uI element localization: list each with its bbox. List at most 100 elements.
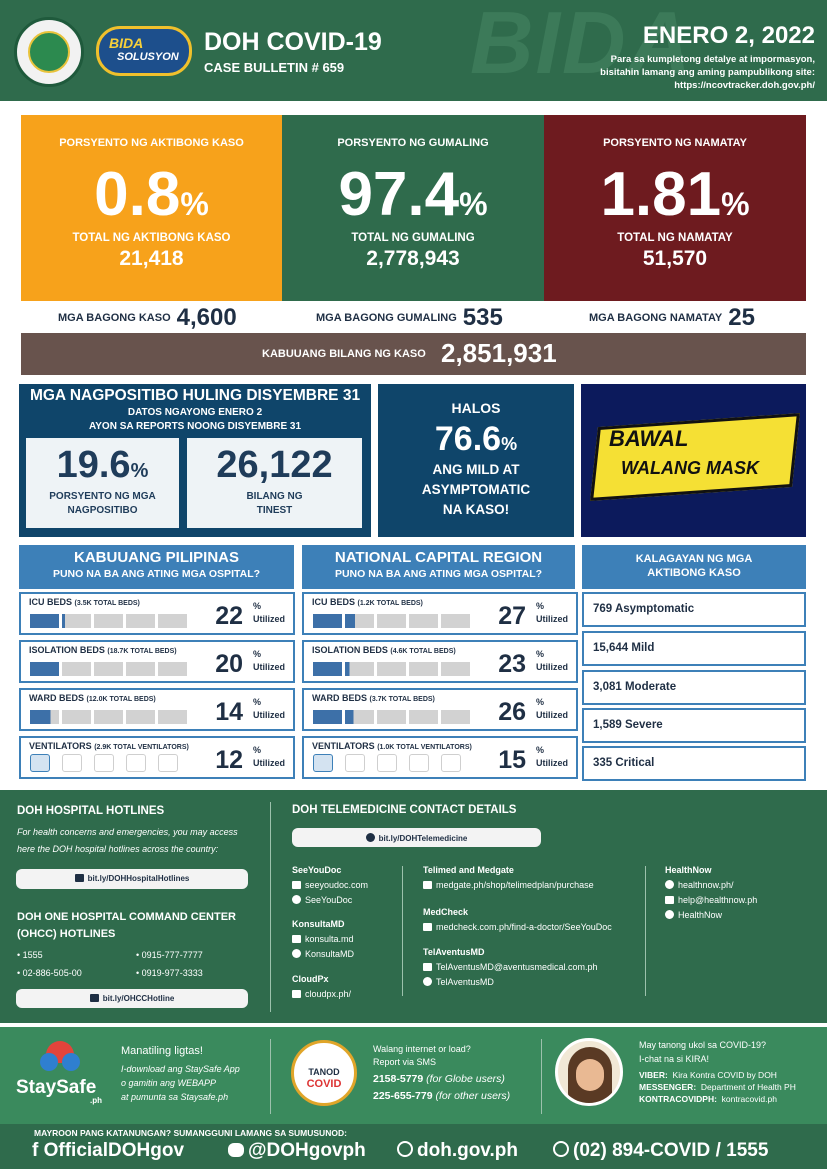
bed-utilization-value: 26 bbox=[498, 698, 526, 726]
died-total-label: TOTAL NG NAMATAY bbox=[617, 232, 733, 244]
telimed-site[interactable]: medgate.ph/shop/telimedplan/purchase bbox=[423, 880, 594, 890]
tested-count: 26,122 bbox=[216, 444, 333, 486]
ventilator-icon bbox=[126, 754, 146, 772]
bida-solusyon-logo: BIDA SOLUSYON bbox=[96, 26, 192, 76]
staysafe-line3: at pumunta sa Staysafe.ph bbox=[121, 1092, 229, 1102]
ventilator-icon bbox=[441, 754, 461, 772]
divider bbox=[270, 1039, 271, 1114]
bed-bar-segment bbox=[62, 662, 91, 676]
healthnow-messenger[interactable]: HealthNow bbox=[665, 910, 722, 920]
ventilator-icon bbox=[30, 754, 50, 772]
bulletin-date: ENERO 2, 2022 bbox=[642, 22, 815, 49]
bed-utilization-value: 15 bbox=[498, 746, 526, 774]
konsulta-messenger[interactable]: KonsultaMD bbox=[292, 949, 354, 959]
mail-icon bbox=[423, 963, 432, 971]
doh-seal-icon bbox=[14, 17, 84, 87]
mild-halos: HALOS bbox=[451, 400, 501, 416]
bed-bar-segment bbox=[345, 662, 374, 676]
telaventus-messenger[interactable]: TelAventusMD bbox=[423, 977, 494, 987]
footer-facebook[interactable]: f OfficialDOHgov bbox=[32, 1140, 185, 1161]
info-url[interactable]: https://ncovtracker.doh.gov.ph/ bbox=[674, 80, 815, 91]
bed-bar-segment bbox=[345, 710, 374, 724]
bed-label: ISOLATION BEDS (18.7K TOTAL BEDS) bbox=[29, 645, 177, 655]
bed-label: ISOLATION BEDS (4.6K TOTAL BEDS) bbox=[312, 645, 456, 655]
bed-bar-segment bbox=[126, 662, 155, 676]
ohcc-link[interactable]: bit.ly/OHCCHotline bbox=[16, 989, 248, 1008]
globe-icon bbox=[397, 1141, 413, 1157]
bed-label: WARD BEDS (12.0K TOTAL BEDS) bbox=[29, 693, 156, 703]
tanod-globe-number[interactable]: 2158-5779 (for Globe users) bbox=[373, 1073, 505, 1085]
messenger-icon bbox=[423, 977, 432, 986]
ncr-bed-row: ICU BEDS (1.2K TOTAL BEDS) 27 % Utilized bbox=[302, 592, 578, 635]
cloudpx-site[interactable]: cloudpx.ph/ bbox=[292, 989, 351, 999]
ohcc-title1: DOH ONE HOSPITAL COMMAND CENTER bbox=[17, 911, 236, 923]
ph-bed-row: ICU BEDS (3.5K TOTAL BEDS) 22 % Utilized bbox=[19, 592, 295, 635]
recovered-card: PORSYENTO NG GUMALING 97.4% TOTAL NG GUM… bbox=[282, 115, 544, 301]
ventilator-icon bbox=[62, 754, 82, 772]
mild-percent: 76.6% bbox=[434, 420, 518, 458]
page-title: DOH COVID-19 bbox=[204, 28, 382, 56]
seeyoudoc-messenger[interactable]: SeeYouDoc bbox=[292, 895, 352, 905]
active-total: 21,418 bbox=[119, 247, 184, 270]
mild-line2: ASYMPTOMATIC bbox=[421, 482, 531, 497]
header-background-word: BIDA bbox=[470, 0, 694, 92]
bulletin-number: CASE BULLETIN # 659 bbox=[204, 60, 345, 75]
bed-utilized-label: % Utilized bbox=[535, 745, 568, 768]
tanod-other-number[interactable]: 225-655-779 (for other users) bbox=[373, 1090, 511, 1102]
status-title2: AKTIBONG KASO bbox=[647, 567, 741, 579]
hotlines-link[interactable]: bit.ly/DOHHospitalHotlines bbox=[16, 869, 248, 889]
phone-icon bbox=[74, 874, 84, 882]
recovered-total: 2,778,943 bbox=[366, 247, 460, 270]
bed-bar-segment bbox=[441, 614, 470, 628]
kira-viber[interactable]: VIBER: Kira Kontra COVID by DOH bbox=[639, 1070, 777, 1080]
telaventus-email[interactable]: TelAventusMD@aventusmedical.com.ph bbox=[423, 962, 598, 972]
bed-bar-segment bbox=[345, 614, 374, 628]
ohcc-number: • 1555 bbox=[17, 950, 43, 960]
footer-website[interactable]: doh.gov.ph bbox=[397, 1140, 518, 1162]
positivity-rate-label2: NAGPOSITIBO bbox=[67, 505, 138, 516]
bed-bar-segment bbox=[313, 614, 342, 628]
bed-bar-segment bbox=[158, 662, 187, 676]
staysafe-house-icon bbox=[38, 1041, 82, 1077]
kira-messenger[interactable]: MESSENGER: Department of Health PH bbox=[639, 1082, 796, 1092]
healthnow-email[interactable]: help@healthnow.ph bbox=[665, 895, 757, 905]
bed-bar-segment bbox=[126, 710, 155, 724]
died-label: PORSYENTO NG NAMATAY bbox=[603, 137, 747, 149]
footer-phone[interactable]: (02) 894-COVID / 1555 bbox=[553, 1140, 768, 1162]
messenger-icon bbox=[665, 910, 674, 919]
konsulta-site[interactable]: konsulta.md bbox=[292, 934, 354, 944]
info-line1: Para sa kumpletong detalye at impormasyo… bbox=[610, 54, 815, 65]
bed-bar-segment bbox=[441, 662, 470, 676]
bed-utilization-value: 14 bbox=[215, 698, 243, 726]
telemed-link[interactable]: bit.ly/DOHTelemedicine bbox=[292, 828, 541, 847]
facebook-icon: f bbox=[32, 1140, 39, 1161]
messenger-icon bbox=[292, 949, 301, 958]
divider bbox=[541, 1039, 542, 1114]
seeyoudoc-site[interactable]: seeyoudoc.com bbox=[292, 880, 368, 890]
divider bbox=[402, 866, 403, 996]
mask-line2: WALANG MASK bbox=[621, 458, 759, 478]
medcheck-site[interactable]: medcheck.com.ph/find-a-doctor/SeeYouDoc bbox=[423, 922, 612, 932]
positivity-rate-label1: PORSYENTO NG MGA bbox=[49, 491, 156, 502]
bed-bar-segment bbox=[158, 614, 187, 628]
bed-bar-segment bbox=[313, 662, 342, 676]
positivity-rate: 19.6% bbox=[56, 444, 149, 486]
globe-icon bbox=[665, 880, 674, 889]
hotlines-section: DOH HOSPITAL HOTLINES For health concern… bbox=[0, 790, 827, 1023]
kira-line2: I-chat na si KIRA! bbox=[639, 1054, 710, 1064]
ventilator-icon bbox=[377, 754, 397, 772]
mail-icon bbox=[292, 881, 301, 889]
kira-avatar bbox=[555, 1038, 623, 1106]
status-item: 15,644 Mild bbox=[582, 631, 806, 666]
info-line2: bisitahin lamang ang aming pampublikong … bbox=[600, 67, 815, 78]
ncr-bed-row: WARD BEDS (3.7K TOTAL BEDS) 26 % Utilized bbox=[302, 688, 578, 731]
bed-utilization-value: 12 bbox=[215, 746, 243, 774]
kira-kontracovid[interactable]: KONTRACOVIDPH: kontracovid.ph bbox=[639, 1094, 777, 1104]
ventilator-icon bbox=[313, 754, 333, 772]
headset-icon bbox=[365, 833, 375, 842]
footer-twitter[interactable]: @DOHgovph bbox=[228, 1140, 366, 1162]
healthnow-site[interactable]: healthnow.ph/ bbox=[665, 880, 734, 890]
ventilator-icon bbox=[158, 754, 178, 772]
mail-icon bbox=[423, 881, 432, 889]
tanod-line2: Report via SMS bbox=[373, 1057, 437, 1067]
